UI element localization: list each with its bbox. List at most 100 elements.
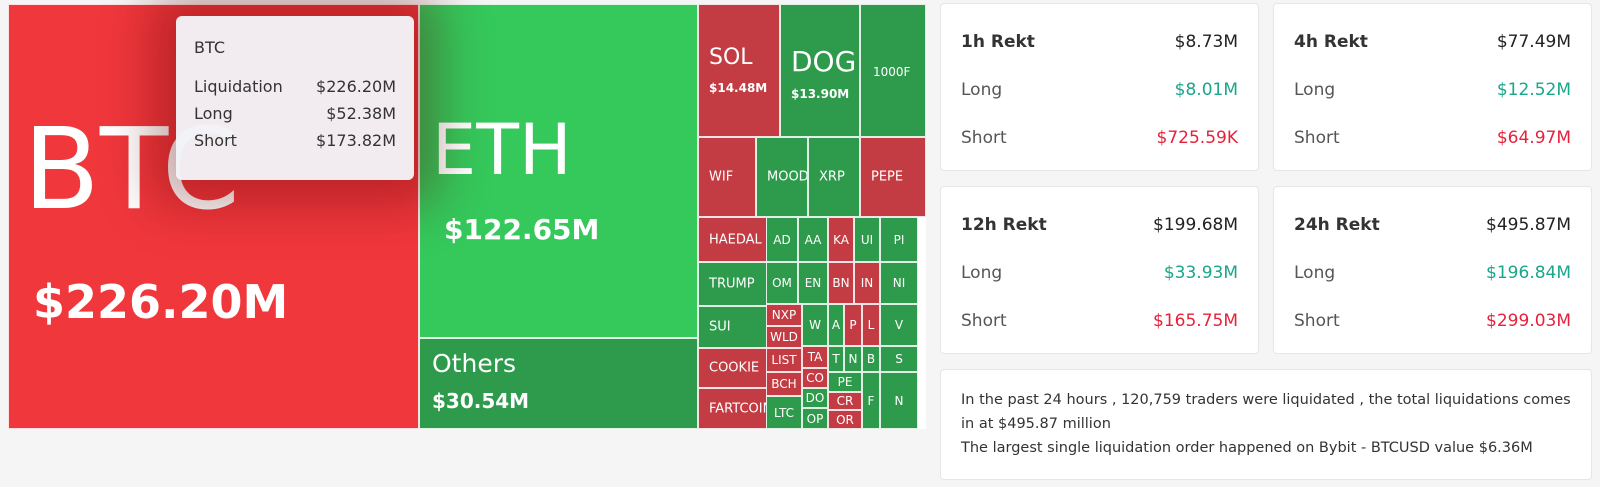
tile-small[interactable]: NI <box>880 262 918 304</box>
stat-total: $199.68M <box>1153 215 1238 235</box>
tile-mood[interactable]: MOOD <box>756 137 808 217</box>
tile-small[interactable]: P <box>844 304 862 346</box>
tile-doge-name: DOGE <box>791 45 859 78</box>
tile-haedal[interactable]: HAEDAL <box>698 217 774 262</box>
tile-small[interactable]: F <box>862 372 880 429</box>
tile-small[interactable]: IN <box>854 262 880 304</box>
tile-1000f-name: 1000F <box>873 65 911 79</box>
summary-line-1: In the past 24 hours , 120,759 traders w… <box>961 392 1571 432</box>
short-label: Short <box>1294 311 1340 331</box>
tile-small[interactable]: S <box>880 346 918 372</box>
long-label: Long <box>1294 80 1336 100</box>
tile-small[interactable]: A <box>828 304 844 346</box>
tile-small[interactable]: LIST <box>766 348 802 372</box>
tile-small[interactable]: AA <box>798 217 828 262</box>
tooltip-label: Long <box>194 104 233 123</box>
tile-xrp[interactable]: XRP <box>808 137 860 217</box>
tooltip-label: Liquidation <box>194 77 283 96</box>
tile-small[interactable]: N <box>880 372 918 429</box>
tile-btc-value: $226.20M <box>33 275 289 329</box>
tooltip-value: $226.20M <box>316 77 396 96</box>
tooltip-value: $173.82M <box>316 131 396 150</box>
tile-small[interactable]: N <box>844 346 862 372</box>
tile-small[interactable]: BN <box>828 262 854 304</box>
tile-sol-value: $14.48M <box>709 81 768 95</box>
tile-sui[interactable]: SUI <box>698 306 774 348</box>
stat-total: $77.49M <box>1496 32 1571 52</box>
tile-small[interactable]: AD <box>766 217 798 262</box>
tile-small[interactable]: EN <box>798 262 828 304</box>
tooltip-label: Short <box>194 131 237 150</box>
tile-small[interactable]: CO <box>802 368 828 388</box>
tile-small[interactable]: UI <box>854 217 880 262</box>
tile-sui-name: SUI <box>709 319 731 335</box>
tile-cookie-name: COOKIE <box>709 360 760 376</box>
tile-small[interactable]: W <box>802 304 828 346</box>
stat-card-12h: 12h Rekt $199.68M Long $33.93M Short $165.7… <box>940 186 1259 354</box>
tile-small[interactable]: KA <box>828 217 854 262</box>
tile-pepe[interactable]: PEPE <box>860 137 926 217</box>
long-label: Long <box>961 263 1003 283</box>
tile-others-name: Others <box>432 349 517 378</box>
liquidation-treemap: BTC $226.20M ETH $122.65M Others $30.54M… <box>8 4 926 429</box>
tile-others-value: $30.54M <box>432 389 530 413</box>
tile-small[interactable]: WLD <box>766 326 802 348</box>
tile-eth-value: $122.65M <box>444 213 600 246</box>
stat-total: $8.73M <box>1174 32 1238 52</box>
short-label: Short <box>961 128 1007 148</box>
short-label: Short <box>1294 128 1340 148</box>
tile-small[interactable]: LTC <box>766 396 802 429</box>
tooltip-row-liquidation: Liquidation $226.20M <box>194 77 396 96</box>
tile-small[interactable]: DO <box>802 388 828 408</box>
btc-tooltip: BTC Liquidation $226.20M Long $52.38M Sh… <box>176 16 414 180</box>
tile-fartcoin[interactable]: FARTCOIN <box>698 388 774 429</box>
tile-small[interactable]: TA <box>802 346 828 368</box>
tile-cookie[interactable]: COOKIE <box>698 348 774 388</box>
stat-title: 12h Rekt <box>961 215 1047 235</box>
tile-small[interactable]: PE <box>828 372 862 392</box>
stat-title: 1h Rekt <box>961 32 1035 52</box>
tile-small[interactable]: OR <box>828 410 862 429</box>
tile-trump[interactable]: TRUMP <box>698 262 774 306</box>
short-value: $165.75M <box>1153 311 1238 331</box>
stat-card-4h: 4h Rekt $77.49M Long $12.52M Short $64.97M <box>1273 3 1592 171</box>
tile-small[interactable]: OM <box>766 262 798 304</box>
tile-wif[interactable]: WIF <box>698 137 756 217</box>
tile-small[interactable]: V <box>880 304 918 346</box>
short-label: Short <box>961 311 1007 331</box>
tile-eth[interactable]: ETH $122.65M <box>419 4 698 338</box>
stat-title: 4h Rekt <box>1294 32 1368 52</box>
tile-doge-value: $13.90M <box>791 87 850 101</box>
tooltip-title: BTC <box>194 38 225 57</box>
tile-small[interactable]: T <box>828 346 844 372</box>
tile-small[interactable]: NXP <box>766 304 802 326</box>
long-value: $196.84M <box>1486 263 1571 283</box>
tile-xrp-name: XRP <box>819 169 845 185</box>
tooltip-row-long: Long $52.38M <box>194 104 396 123</box>
tile-small[interactable]: L <box>862 304 880 346</box>
tile-small[interactable]: PI <box>880 217 918 262</box>
tooltip-row-short: Short $173.82M <box>194 131 396 150</box>
long-label: Long <box>961 80 1003 100</box>
tile-wif-name: WIF <box>709 169 734 185</box>
tile-1000f[interactable]: 1000F <box>860 4 926 137</box>
tile-doge[interactable]: DOGE $13.90M <box>780 4 860 137</box>
tile-pepe-name: PEPE <box>871 169 904 185</box>
long-label: Long <box>1294 263 1336 283</box>
tile-eth-name: ETH <box>432 109 572 191</box>
tooltip-value: $52.38M <box>326 104 396 123</box>
tile-small[interactable]: OP <box>802 408 828 429</box>
tile-others[interactable]: Others $30.54M <box>419 338 698 429</box>
tile-fartcoin-name: FARTCOIN <box>709 401 773 416</box>
tile-sol[interactable]: SOL $14.48M <box>698 4 780 137</box>
tile-small[interactable]: CR <box>828 392 862 410</box>
liquidation-summary: In the past 24 hours , 120,759 traders w… <box>940 369 1592 480</box>
stat-card-1h: 1h Rekt $8.73M Long $8.01M Short $725.59K <box>940 3 1259 171</box>
tile-mood-name: MOOD <box>767 169 808 185</box>
tile-sol-name: SOL <box>709 45 753 70</box>
stat-card-24h: 24h Rekt $495.87M Long $196.84M Short $299.… <box>1273 186 1592 354</box>
summary-line-2: The largest single liquidation order hap… <box>961 440 1533 456</box>
tile-small[interactable]: B <box>862 346 880 372</box>
tile-small[interactable]: BCH <box>766 372 802 396</box>
